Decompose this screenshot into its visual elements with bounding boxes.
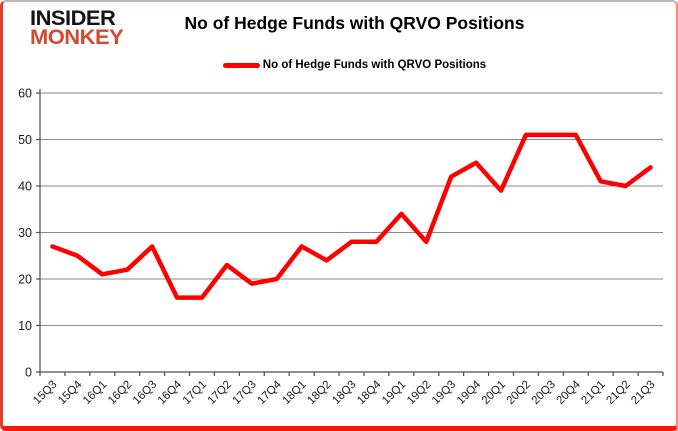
x-axis-label: 19Q4 (455, 378, 484, 407)
x-axis-label: 15Q3 (31, 379, 59, 407)
x-axis-label: 16Q1 (81, 379, 109, 407)
y-axis-label: 50 (18, 133, 32, 147)
x-axis-label: 18Q4 (355, 378, 384, 407)
x-axis-label: 18Q1 (280, 379, 308, 407)
y-axis-label: 20 (18, 273, 32, 287)
x-axis-label: 17Q4 (255, 378, 284, 407)
x-axis-label: 21Q2 (604, 379, 632, 407)
logo-line-insider: INSIDER (30, 6, 116, 30)
x-axis-label: 18Q2 (305, 379, 333, 407)
x-axis-label: 16Q4 (156, 378, 185, 407)
x-axis-label: 20Q1 (480, 379, 508, 407)
x-axis-label: 16Q2 (106, 379, 134, 407)
chart-legend: No of Hedge Funds with QRVO Positions (33, 59, 676, 71)
x-axis-label: 21Q1 (579, 379, 607, 407)
x-axis-label: 17Q2 (206, 379, 234, 407)
legend-label: No of Hedge Funds with QRVO Positions (262, 59, 487, 71)
x-axis-label: 20Q4 (555, 378, 584, 407)
x-axis-label: 16Q3 (131, 379, 159, 407)
line-chart-plot: 010203040506015Q315Q416Q116Q216Q316Q417Q… (18, 87, 664, 407)
series-line-hedge-funds (50, 132, 653, 300)
chart-title: No of Hedge Funds with QRVO Positions (184, 13, 525, 33)
y-axis-label: 30 (18, 226, 32, 240)
legend-line-marker-icon (222, 62, 260, 68)
y-axis-label: 60 (18, 87, 32, 101)
y-axis-label: 40 (18, 180, 32, 194)
x-axis-label: 15Q4 (56, 378, 85, 407)
x-axis-label: 19Q1 (380, 379, 408, 407)
x-axis-label: 20Q3 (530, 379, 558, 407)
x-axis-label: 21Q3 (629, 379, 657, 407)
x-axis-label: 19Q3 (430, 379, 458, 407)
insider-monkey-logo: INSIDER MONKEY (30, 6, 124, 49)
y-axis-label: 10 (18, 319, 32, 333)
logo-line-monkey: MONKEY (30, 25, 124, 49)
y-axis-label: 0 (25, 366, 32, 380)
x-axis-label: 19Q2 (405, 379, 433, 407)
x-axis-label: 20Q2 (505, 379, 533, 407)
x-axis-label: 18Q3 (330, 379, 358, 407)
x-axis-label: 17Q1 (181, 379, 209, 407)
x-axis-label: 17Q3 (231, 379, 259, 407)
